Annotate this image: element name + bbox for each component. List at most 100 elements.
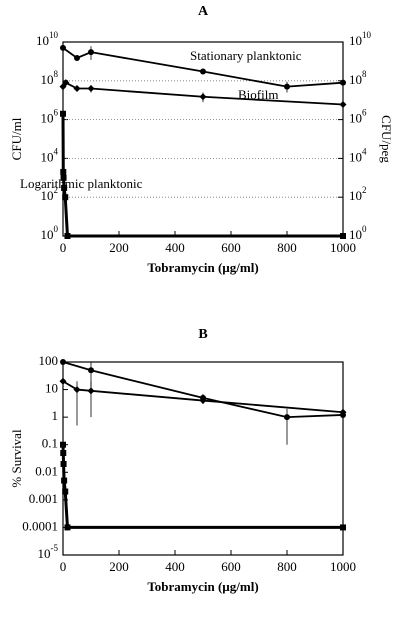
tick-base: 10 <box>349 33 362 48</box>
data-point <box>199 93 207 101</box>
x-tick-label: 800 <box>277 240 297 255</box>
data-point <box>339 101 347 109</box>
x-tick-label: 0 <box>60 559 67 574</box>
data-point <box>60 110 66 117</box>
data-point <box>340 79 346 86</box>
tick-base: 10 <box>36 33 49 48</box>
annotation: Stationary planktonic <box>190 48 302 63</box>
y-tick-label: 100 <box>349 224 367 242</box>
data-point <box>199 397 207 405</box>
data-point <box>73 386 81 394</box>
tick-exponent: 2 <box>362 185 367 195</box>
y-tick-label: 104 <box>41 146 59 164</box>
tick-exponent: 6 <box>54 108 59 118</box>
y-tick-label: 10-5 <box>38 543 59 561</box>
data-point <box>60 441 66 448</box>
y-tick-label: 0.1 <box>42 436 58 451</box>
x-tick-label: 400 <box>165 240 185 255</box>
tick-exponent: 10 <box>362 30 372 40</box>
x-tick-label: 600 <box>221 559 241 574</box>
x-tick-label: 400 <box>165 559 185 574</box>
x-axis-label: Tobramycin (µg/ml) <box>147 260 258 275</box>
data-point <box>62 194 69 201</box>
series-line <box>61 444 343 529</box>
y-tick-label: 104 <box>349 146 367 164</box>
tick-base: 10 <box>41 188 54 203</box>
tick-exponent: 4 <box>54 146 59 156</box>
annotation: Biofilm <box>238 87 278 102</box>
tick-exponent: 4 <box>362 146 367 156</box>
tick-base: 10 <box>349 188 362 203</box>
chart-title: B <box>198 327 207 342</box>
x-tick-label: 600 <box>221 240 241 255</box>
data-point <box>74 54 80 61</box>
x-tick-label: 800 <box>277 559 297 574</box>
data-point <box>60 174 67 181</box>
annotation: Logarithmic planktonic <box>20 176 143 191</box>
y-tick-label: 102 <box>41 185 59 203</box>
data-point <box>87 85 95 93</box>
x-tick-label: 200 <box>109 559 129 574</box>
chart-title: A <box>198 4 209 19</box>
y-tick-label: 1010 <box>36 30 59 48</box>
y-tick-label: 1 <box>52 408 59 423</box>
data-point <box>340 233 346 239</box>
data-point <box>61 477 68 484</box>
y-tick-label: 106 <box>349 108 367 126</box>
tick-base: 10 <box>41 111 54 126</box>
tick-base: 10 <box>41 227 54 242</box>
y-axis-label: % Survival <box>9 429 24 488</box>
tick-base: 10 <box>349 149 362 164</box>
y-tick-label: 100 <box>41 224 59 242</box>
tick-base: 10 <box>349 111 362 126</box>
tick-exponent: 8 <box>54 69 59 79</box>
tick-exponent: 0 <box>54 224 59 234</box>
tick-exponent: -5 <box>51 543 59 553</box>
y-tick-label: 0.0001 <box>22 518 58 533</box>
x-tick-label: 1000 <box>330 559 356 574</box>
data-point <box>62 79 70 87</box>
tick-exponent: 8 <box>362 69 367 79</box>
data-point <box>60 44 66 51</box>
x-tick-label: 200 <box>109 240 129 255</box>
y2-axis-label: CFU/peg <box>379 115 394 163</box>
y-tick-label: 1010 <box>349 30 372 48</box>
tick-exponent: 10 <box>49 30 59 40</box>
data-point <box>60 168 67 175</box>
y-axis-label: CFU/ml <box>9 117 24 160</box>
data-point <box>200 68 206 75</box>
data-point <box>87 387 95 395</box>
data-point <box>88 49 94 56</box>
data-point <box>73 85 81 93</box>
data-point <box>61 184 68 191</box>
y-tick-label: 0.001 <box>29 491 58 506</box>
tick-base: 10 <box>41 149 54 164</box>
data-point <box>284 83 290 90</box>
tick-exponent: 2 <box>54 185 59 195</box>
y-tick-label: 10 <box>45 381 58 396</box>
tick-base: 10 <box>38 546 51 561</box>
data-point <box>340 524 346 531</box>
data-point <box>64 233 71 239</box>
y-tick-label: 106 <box>41 108 59 126</box>
data-point <box>64 524 71 531</box>
x-tick-label: 1000 <box>330 240 356 255</box>
data-point <box>339 408 347 416</box>
data-point <box>59 377 67 385</box>
y-tick-label: 0.01 <box>35 463 58 478</box>
y-tick-label: 102 <box>349 185 367 203</box>
tick-exponent: 0 <box>362 224 367 234</box>
series-line <box>61 113 343 238</box>
x-axis-label: Tobramycin (µg/ml) <box>147 579 258 594</box>
data-point <box>60 359 66 365</box>
data-point <box>60 460 67 467</box>
x-tick-label: 0 <box>60 240 67 255</box>
y-tick-label: 108 <box>349 69 367 87</box>
tick-base: 10 <box>349 72 362 87</box>
data-point <box>284 414 290 421</box>
data-point <box>88 367 94 374</box>
data-point <box>60 450 67 457</box>
